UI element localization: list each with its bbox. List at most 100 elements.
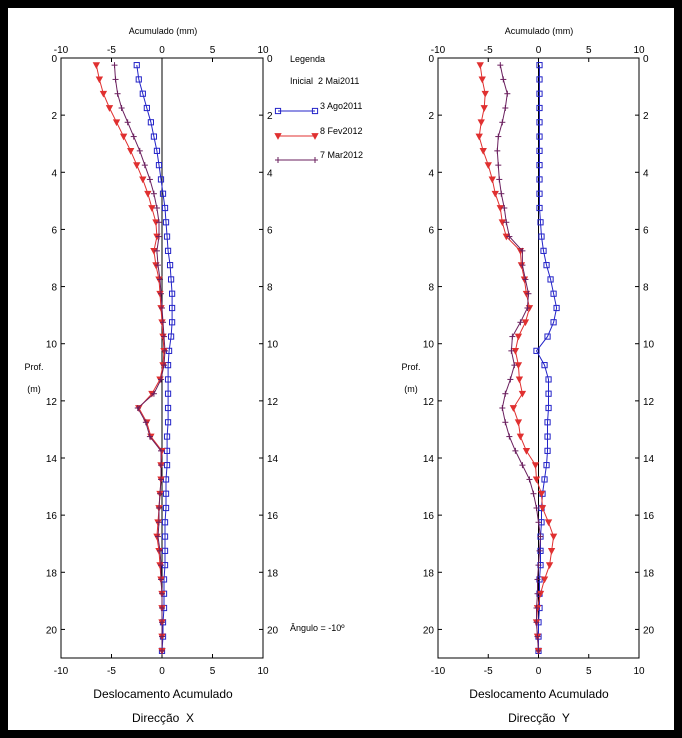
y-series-2-point (536, 547, 543, 554)
x-series-1-point (112, 119, 121, 127)
y-series-0-point (543, 262, 550, 269)
y-series-2-point (534, 576, 541, 583)
x-series-0-point (155, 162, 163, 169)
y-series-1-point (479, 147, 487, 155)
x-series-1-point (127, 147, 135, 155)
x-series-2-point (130, 133, 137, 140)
x-series-0-point (153, 147, 161, 154)
y-series-2-point (509, 333, 516, 340)
y-series-2-point (496, 176, 503, 183)
x-ytick-left-label: 0 (51, 54, 57, 65)
x-series-0-point (169, 290, 176, 297)
y-xtick-bottom-label: 0 (536, 666, 542, 677)
left-ylabel-line2: (m) (27, 384, 41, 394)
x-series-2-point (159, 619, 165, 626)
y-series-2-point (506, 433, 513, 440)
x-series-0-point (161, 519, 169, 526)
x-series-0-point (164, 390, 172, 397)
y-series-2-point (498, 190, 505, 197)
x-series-0-point (162, 504, 170, 512)
y-series-0-point (538, 233, 545, 240)
x-xtick-bottom-label: -10 (54, 666, 69, 677)
legend-label-1: 8 Fev2012 (320, 126, 363, 136)
x-series-0-point (167, 333, 175, 340)
x-series-0-point (161, 204, 169, 212)
y-series-2-point (502, 419, 509, 426)
y-ytick-right-label: 12 (643, 397, 655, 408)
y-series-1-point (475, 133, 483, 141)
y-ytick-left-label: 4 (428, 168, 434, 179)
x-ytick-left-label: 20 (46, 625, 58, 636)
legend-label-2: 7 Mar2012 (320, 150, 363, 160)
y-series-0-point (540, 247, 547, 254)
x-series-2-point (141, 162, 148, 169)
legend-marker-end-2 (312, 157, 318, 163)
x-series-1-point (105, 105, 114, 112)
y-series-0-point (536, 133, 543, 140)
x-series-0-point (169, 304, 176, 312)
x-series-2-point (153, 205, 160, 211)
x-xtick-top-label: 10 (257, 45, 269, 56)
y-series-0-point (536, 90, 543, 97)
legend-marker-start-2 (275, 157, 281, 163)
y-series-0-point (550, 290, 557, 297)
x-ytick-right-label: 2 (267, 111, 273, 122)
x-series-0-point (167, 276, 175, 283)
left-ylabel-line1: Prof. (24, 362, 43, 372)
x-ytick-left-label: 2 (51, 111, 57, 122)
y-ytick-right-label: 6 (643, 225, 649, 236)
left-top-xlabel: Acumulado (mm) (129, 26, 198, 36)
x-ytick-right-label: 20 (267, 625, 279, 636)
y-xtick-top-label: -5 (484, 45, 493, 56)
y-ytick-right-label: 16 (643, 511, 655, 522)
y-xtick-bottom-label: 10 (633, 666, 645, 677)
x-series-2-point (111, 62, 118, 69)
x-series-1-point (99, 90, 108, 98)
y-series-1-point (476, 62, 484, 69)
x-series-0-point (147, 119, 154, 126)
y-series-2-point (524, 305, 531, 311)
y-series-2-point (494, 147, 501, 154)
y-series-2-point (502, 390, 509, 397)
legend-initial-label: Inicial (290, 76, 313, 86)
x-ytick-right-label: 8 (267, 283, 273, 294)
y-series-2-point (503, 219, 510, 226)
y-series-1-point (547, 547, 556, 555)
x-ytick-right-label: 18 (267, 568, 279, 579)
legend-marker-end-1 (311, 133, 319, 140)
y-ytick-left-label: 0 (428, 54, 434, 65)
x-series-2-point (118, 105, 125, 111)
y-series-0-point (536, 104, 543, 112)
y-xtick-top-label: 0 (536, 45, 542, 56)
y-series-0-point (545, 404, 552, 412)
y-series-2-point (504, 90, 511, 97)
legend-marker-start-1 (274, 133, 282, 140)
y-series-0-point (536, 176, 543, 183)
y-series-2-point (506, 233, 513, 240)
y-series-0-point (536, 190, 543, 197)
x-xtick-top-label: -5 (107, 45, 116, 56)
y-ytick-left-label: 6 (428, 225, 434, 236)
x-series-0-point (157, 176, 165, 183)
y-series-2-point (533, 505, 540, 511)
y-series-2-point (533, 605, 540, 611)
x-ytick-left-label: 8 (51, 283, 57, 294)
x-series-1-point (144, 190, 152, 198)
x-series-0-point (163, 462, 171, 469)
legend-marker-end-0 (311, 107, 319, 115)
y-series-1-point (538, 505, 547, 512)
y-series-0-point (543, 462, 550, 469)
x-series-2-point (157, 376, 164, 383)
x-series-2-point (160, 319, 167, 326)
x-series-2-point (154, 533, 161, 540)
x-series-2-point (157, 290, 164, 297)
inclinometer-figure: Acumulado (mm) Prof. (m) Deslocamento Ac… (24, 26, 655, 725)
y-series-1-point (477, 119, 485, 127)
y-series-0-point (536, 76, 543, 83)
x-series-0-point (162, 219, 170, 226)
y-series-2-point (499, 405, 506, 411)
x-series-0-point (150, 133, 158, 140)
legend-title: Legenda (290, 54, 325, 64)
x-ytick-right-label: 16 (267, 511, 279, 522)
